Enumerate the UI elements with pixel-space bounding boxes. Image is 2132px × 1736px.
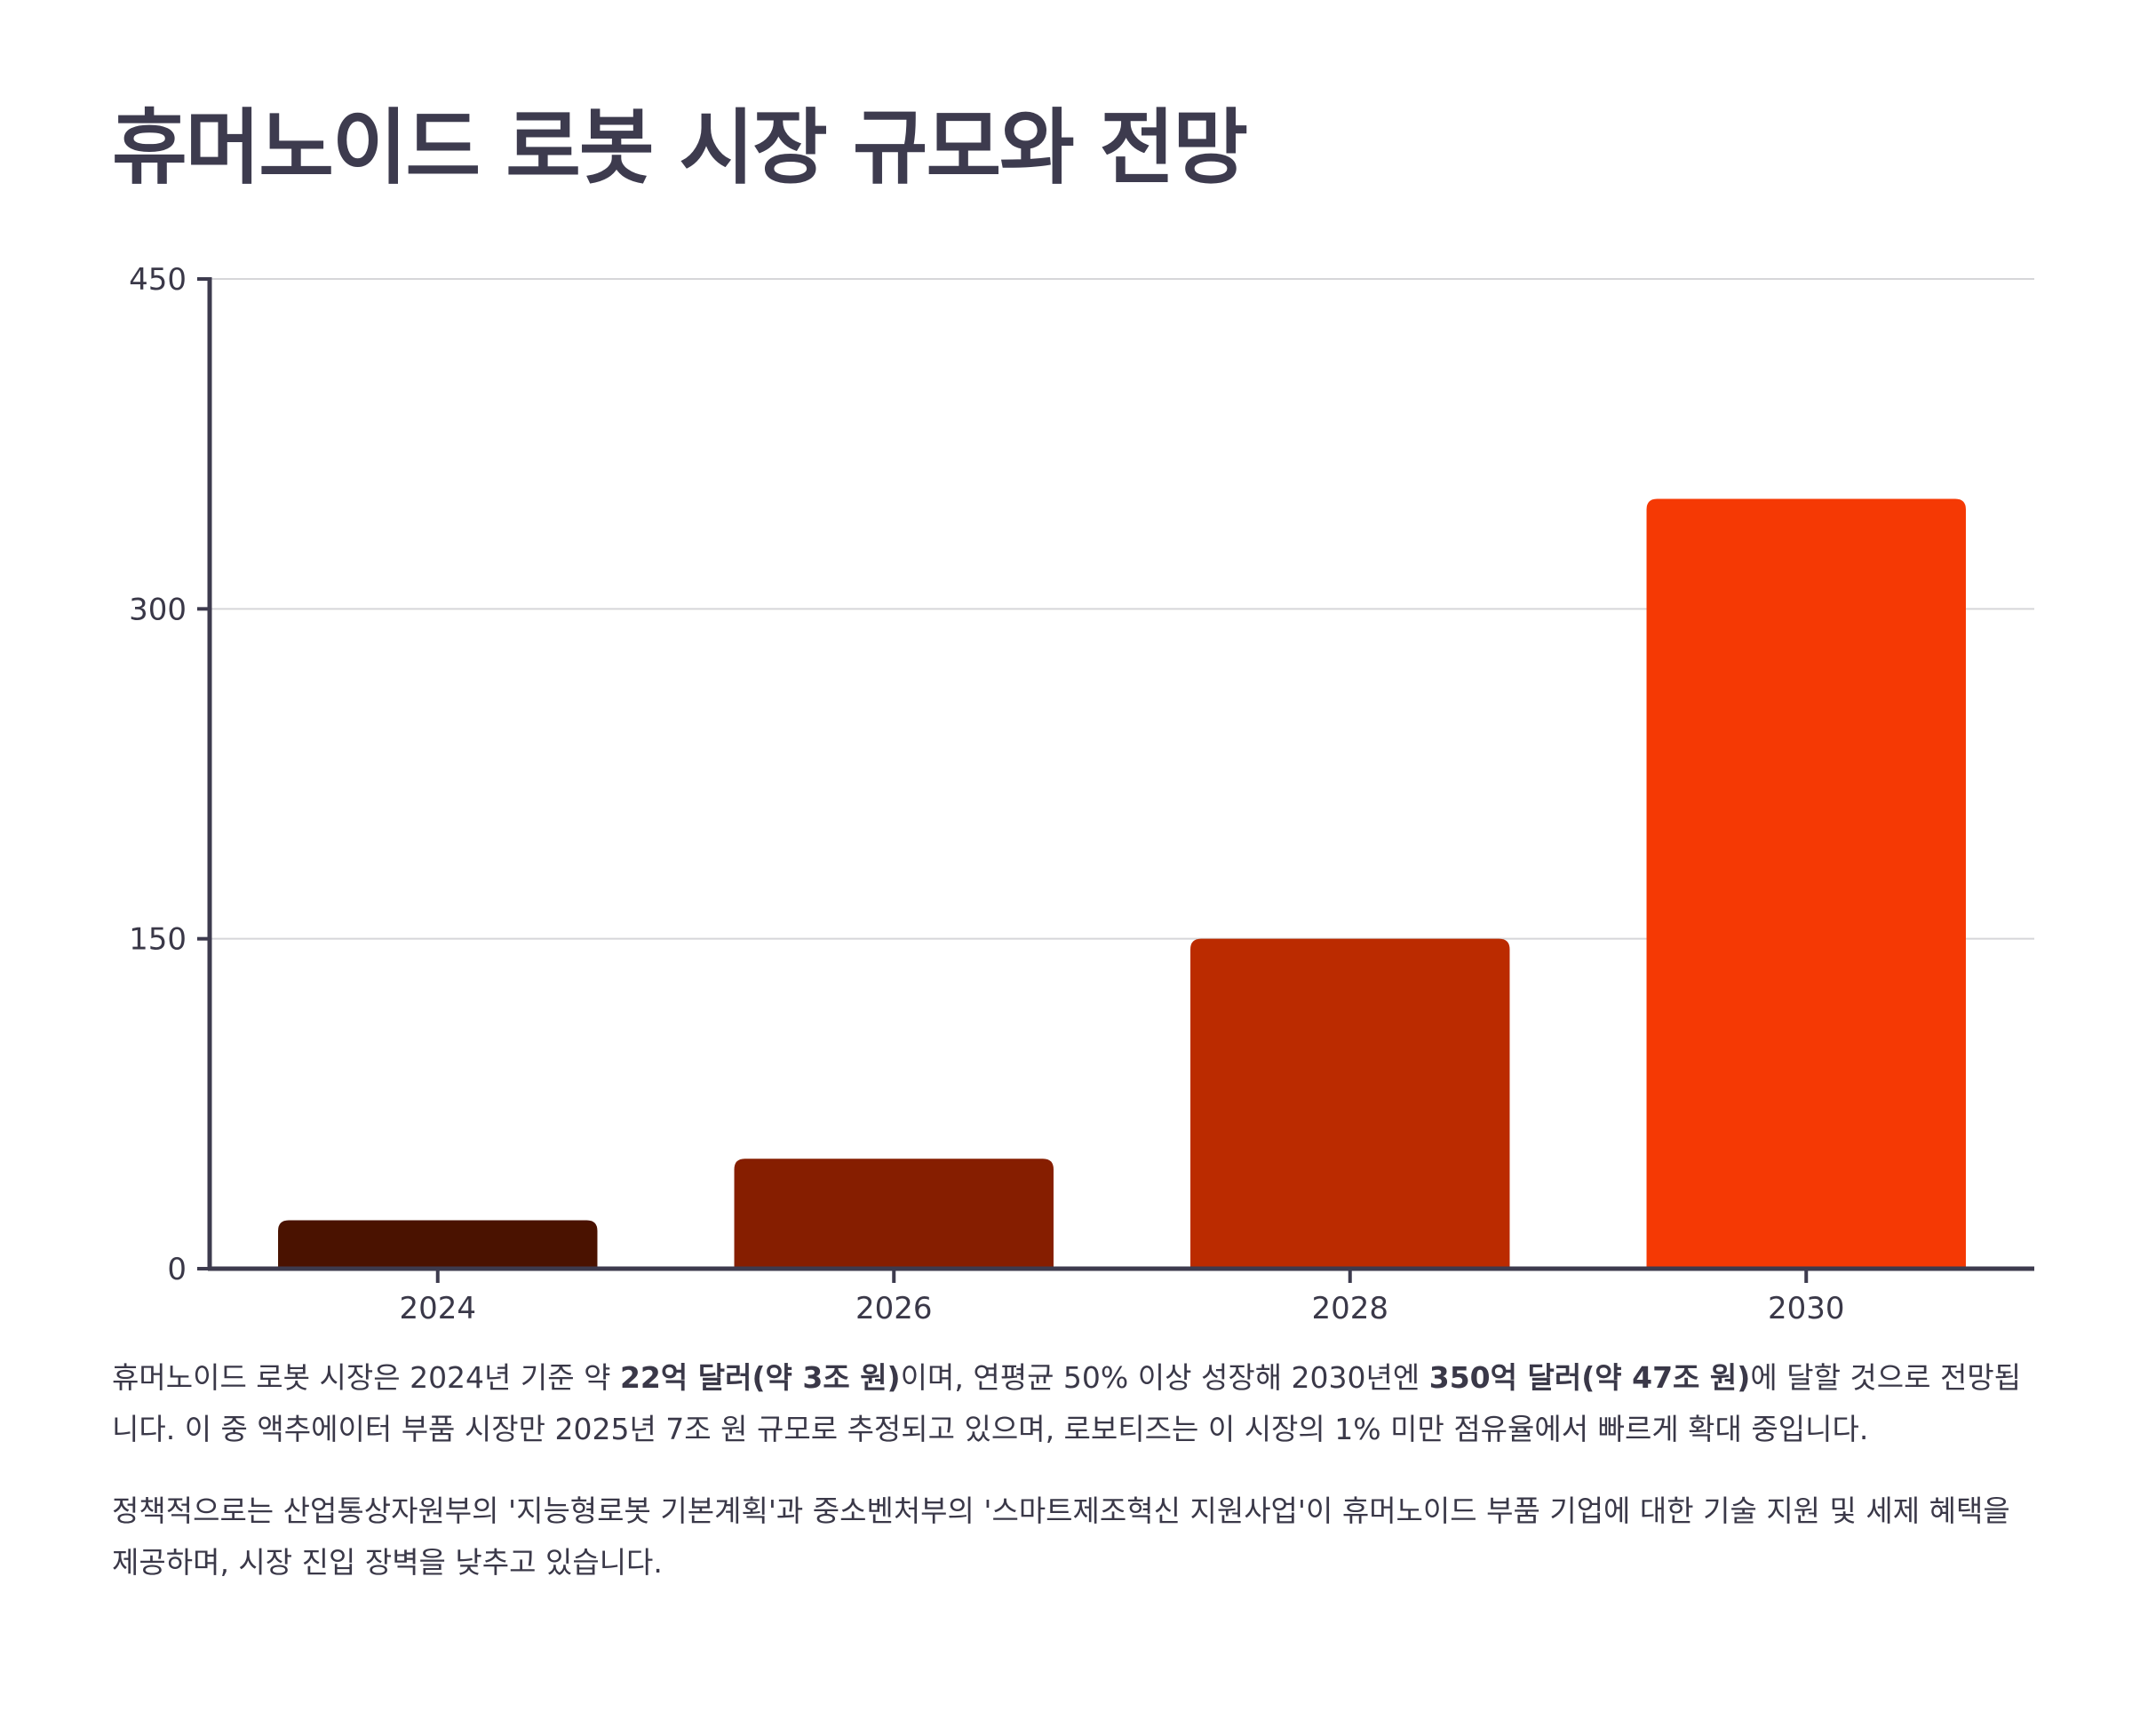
bar-2030 [1646,498,1966,1269]
bars [278,498,1966,1269]
paragraph-text: 이며, 연평균 50% 이상 성장해 2030년엔 [900,1360,1429,1395]
description-paragraph-1: 휴머노이드 로봇 시장은 2024년 기준 약 22억 달러(약 3조 원)이며… [112,1352,2031,1455]
paragraph-text: 에 달할 것으로 전망됩니다. 이 중 액추에이터 부품 시장만 2025년 7… [112,1360,2022,1446]
paragraph-highlight: 22억 달러(약 3조 원) [619,1360,901,1395]
bar-2028 [1190,938,1510,1269]
y-tick-labels: 0 150 300 450 [129,262,187,1287]
x-tick-label: 2030 [1768,1291,1845,1326]
y-tick-label: 450 [129,262,187,298]
paragraph-highlight: 350억 달러(약 47조 원) [1428,1360,1751,1395]
y-tick-label: 150 [129,922,187,958]
x-tick-label: 2024 [399,1291,476,1326]
paragraph-text: 휴머노이드 로봇 시장은 2024년 기준 약 [112,1360,620,1395]
page-title: 휴머노이드 로봇 시장 규모와 전망 [112,100,1248,195]
x-tick-label: 2028 [1311,1291,1388,1326]
bar-2026 [734,1159,1054,1269]
y-tick-label: 300 [129,592,187,627]
bar-chart: 0 150 300 450 2024 2026 2028 2030 [129,262,2034,1326]
y-tick-label: 0 [167,1252,187,1287]
axes [197,277,2034,1283]
description: 휴머노이드 로봇 시장은 2024년 기준 약 22억 달러(약 3조 원)이며… [112,1352,2031,1619]
x-tick-labels: 2024 2026 2028 2030 [399,1291,1844,1326]
x-tick-label: 2026 [855,1291,933,1326]
bar-2024 [278,1220,598,1269]
description-paragraph-2: 정책적으로는 산업통상자원부의 '지능형로봇 기본계획'과 중소벤처부의 '스마… [112,1493,2010,1580]
